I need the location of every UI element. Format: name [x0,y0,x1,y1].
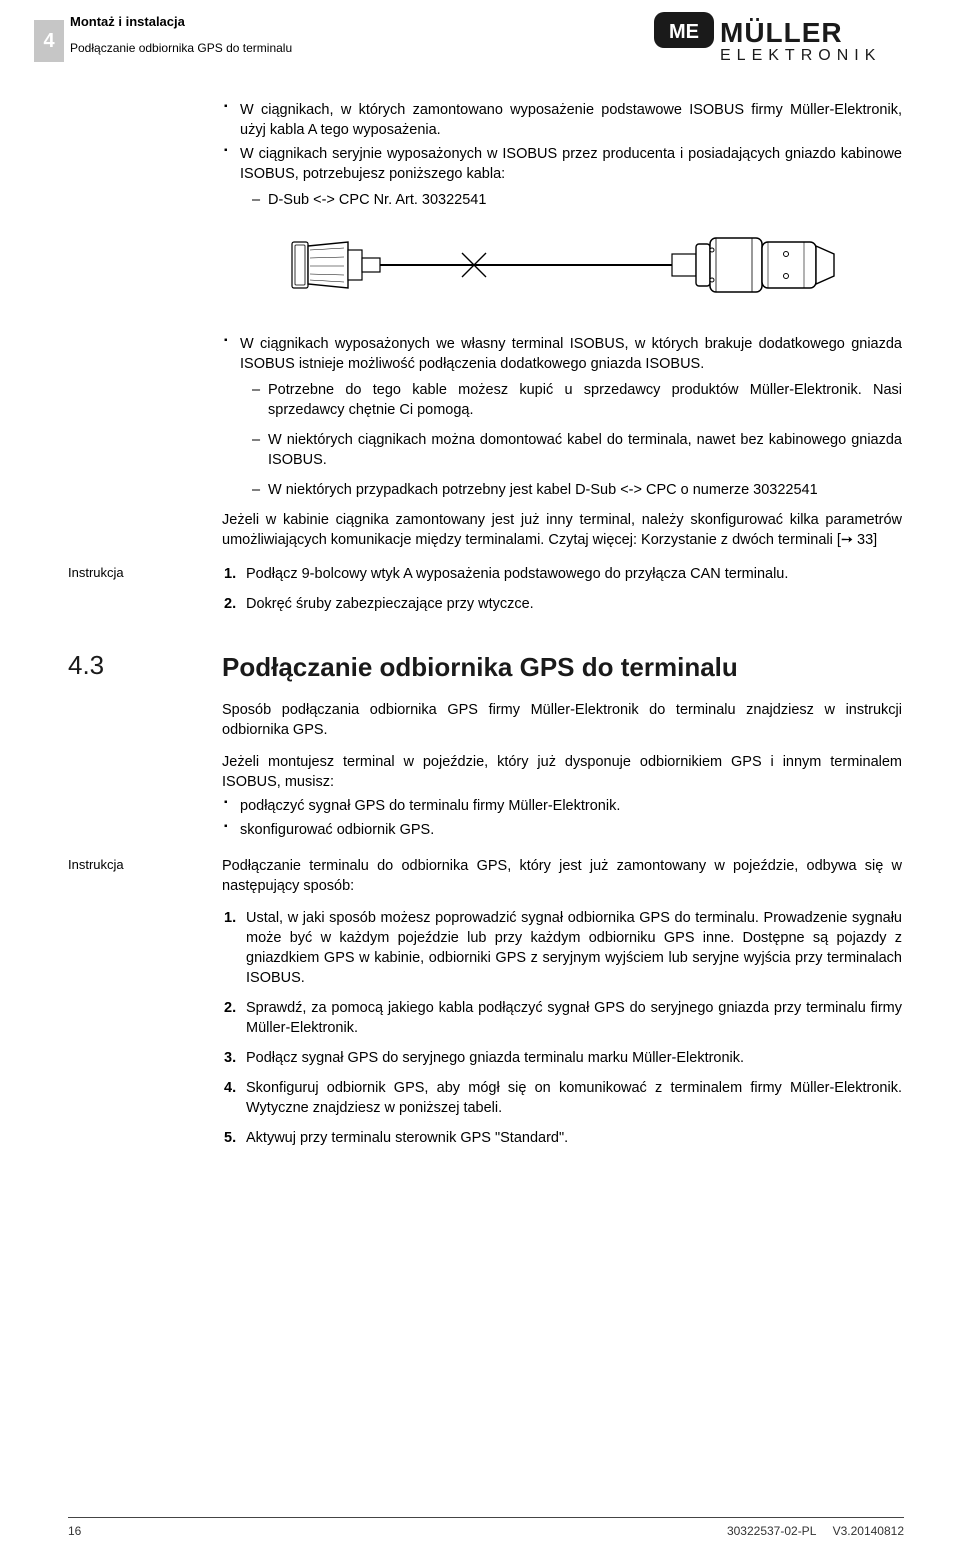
bullet-text: W ciągnikach wyposażonych we własny term… [240,336,902,372]
dash-item: W niektórych ciągnikach można domontować… [240,430,902,470]
dash-item: W niektórych przypadkach potrzebny jest … [240,480,902,500]
num-item: 2.Dokręć śruby zabezpieczające przy wtyc… [222,594,902,614]
paragraph: Podłączanie terminalu do odbiornika GPS,… [222,856,902,896]
chapter-badge: 4 [34,20,64,62]
section-title: Podłączanie odbiornika GPS do terminalu [222,650,902,686]
footer-version: V3.20140812 [833,1524,904,1538]
page-body: W ciągnikach, w których zamontowano wypo… [0,100,960,1158]
bullet-text: W ciągnikach seryjnie wyposażonych w ISO… [240,146,902,182]
row-instruction-2: Instrukcja Podłączanie terminalu do odbi… [0,856,960,1158]
bullet-item: skonfigurować odbiornik GPS. [222,820,902,840]
left-label-instruction: Instrukcja [68,857,124,872]
bullet-item: podłączyć sygnał GPS do terminalu firmy … [222,796,902,816]
logo-brand-top: MÜLLER [720,17,843,48]
dsub-connector-icon [292,242,380,288]
paragraph: Jeżeli montujesz terminal w pojeździe, k… [222,752,902,792]
cable-figure [222,228,902,308]
num-text: Podłącz sygnał GPS do seryjnego gniazda … [246,1050,744,1066]
dash-list: D-Sub <-> CPC Nr. Art. 30322541 [240,190,902,210]
bullet-item: W ciągnikach, w których zamontowano wypo… [222,100,902,140]
bullet-item: W ciągnikach wyposażonych we własny term… [222,334,902,500]
page: 4 Montaż i instalacja Podłączanie odbior… [0,0,960,1566]
dash-list: Potrzebne do tego kable możesz kupić u s… [240,380,902,500]
brand-logo: ME MÜLLER ELEKTRONIK [654,10,904,69]
bullet-list-1: W ciągnikach, w których zamontowano wypo… [222,100,902,210]
footer-doc-id: 30322537-02-PL [727,1524,816,1538]
page-footer: 16 30322537-02-PL V3.20140812 [0,1517,960,1538]
num-text: Podłącz 9-bolcowy wtyk A wyposażenia pod… [246,566,788,582]
numbered-list-1: 1.Podłącz 9-bolcowy wtyk A wyposażenia p… [222,564,902,614]
num-item: 5.Aktywuj przy terminalu sterownik GPS "… [222,1128,902,1148]
bullet-list-3: podłączyć sygnał GPS do terminalu firmy … [222,796,902,840]
bullet-list-2: W ciągnikach wyposażonych we własny term… [222,334,902,500]
logo-me-text: ME [669,21,699,43]
num-text: Dokręć śruby zabezpieczające przy wtyczc… [246,596,534,612]
logo-brand-bottom: ELEKTRONIK [720,47,881,64]
header-titles: Montaż i instalacja Podłączanie odbiorni… [70,14,292,55]
dash-item: D-Sub <-> CPC Nr. Art. 30322541 [240,190,902,210]
num-text: Ustal, w jaki sposób możesz poprowadzić … [246,910,902,986]
paragraph: Sposób podłączania odbiornika GPS firmy … [222,700,902,740]
footer-rule [68,1517,904,1518]
numbered-list-2: 1.Ustal, w jaki sposób możesz poprowadzi… [222,908,902,1148]
num-text: Sprawdź, za pomocą jakiego kabla podłącz… [246,1000,902,1036]
footer-page-number: 16 [68,1524,81,1538]
bullet-item: W ciągnikach seryjnie wyposażonych w ISO… [222,144,902,210]
section-number: 4.3 [68,650,104,680]
left-label-instruction: Instrukcja [68,565,124,580]
header-title-1: Montaż i instalacja [70,14,292,29]
num-item: 2.Sprawdź, za pomocą jakiego kabla podłą… [222,998,902,1038]
num-text: Skonfiguruj odbiornik GPS, aby mógł się … [246,1080,902,1116]
header-title-2: Podłączanie odbiornika GPS do terminalu [70,41,292,55]
num-item: 1.Podłącz 9-bolcowy wtyk A wyposażenia p… [222,564,902,584]
row-block1: W ciągnikach, w których zamontowano wypo… [0,100,960,562]
row-instruction-1: Instrukcja 1.Podłącz 9-bolcowy wtyk A wy… [0,564,960,624]
num-item: 4.Skonfiguruj odbiornik GPS, aby mógł si… [222,1078,902,1118]
chapter-number: 4 [43,30,54,53]
cpc-connector-icon [672,238,834,292]
row-section-43-head: 4.3 Podłączanie odbiornika GPS do termin… [0,650,960,850]
num-item: 3.Podłącz sygnał GPS do seryjnego gniazd… [222,1048,902,1068]
dash-item: Potrzebne do tego kable możesz kupić u s… [240,380,902,420]
page-header: 4 Montaż i instalacja Podłączanie odbior… [0,0,960,78]
num-text: Aktywuj przy terminalu sterownik GPS "St… [246,1130,568,1146]
paragraph: Jeżeli w kabinie ciągnika zamontowany je… [222,510,902,550]
num-item: 1.Ustal, w jaki sposób możesz poprowadzi… [222,908,902,988]
